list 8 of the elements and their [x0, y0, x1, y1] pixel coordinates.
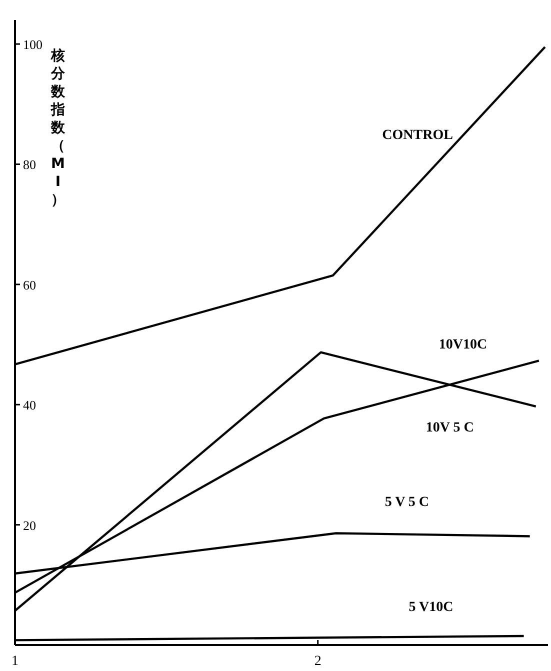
ylabel: 核分数指数（MI） [51, 48, 65, 208]
y-tick-label: 60 [23, 277, 36, 292]
y-tick-label: 100 [23, 37, 42, 52]
y-tick-label: 80 [23, 157, 36, 172]
y-tick-label: 20 [23, 518, 36, 533]
x-tick-label: 2 [314, 654, 322, 669]
x-tick-label: 1 [12, 654, 18, 669]
y-tick-label: 40 [23, 398, 36, 413]
